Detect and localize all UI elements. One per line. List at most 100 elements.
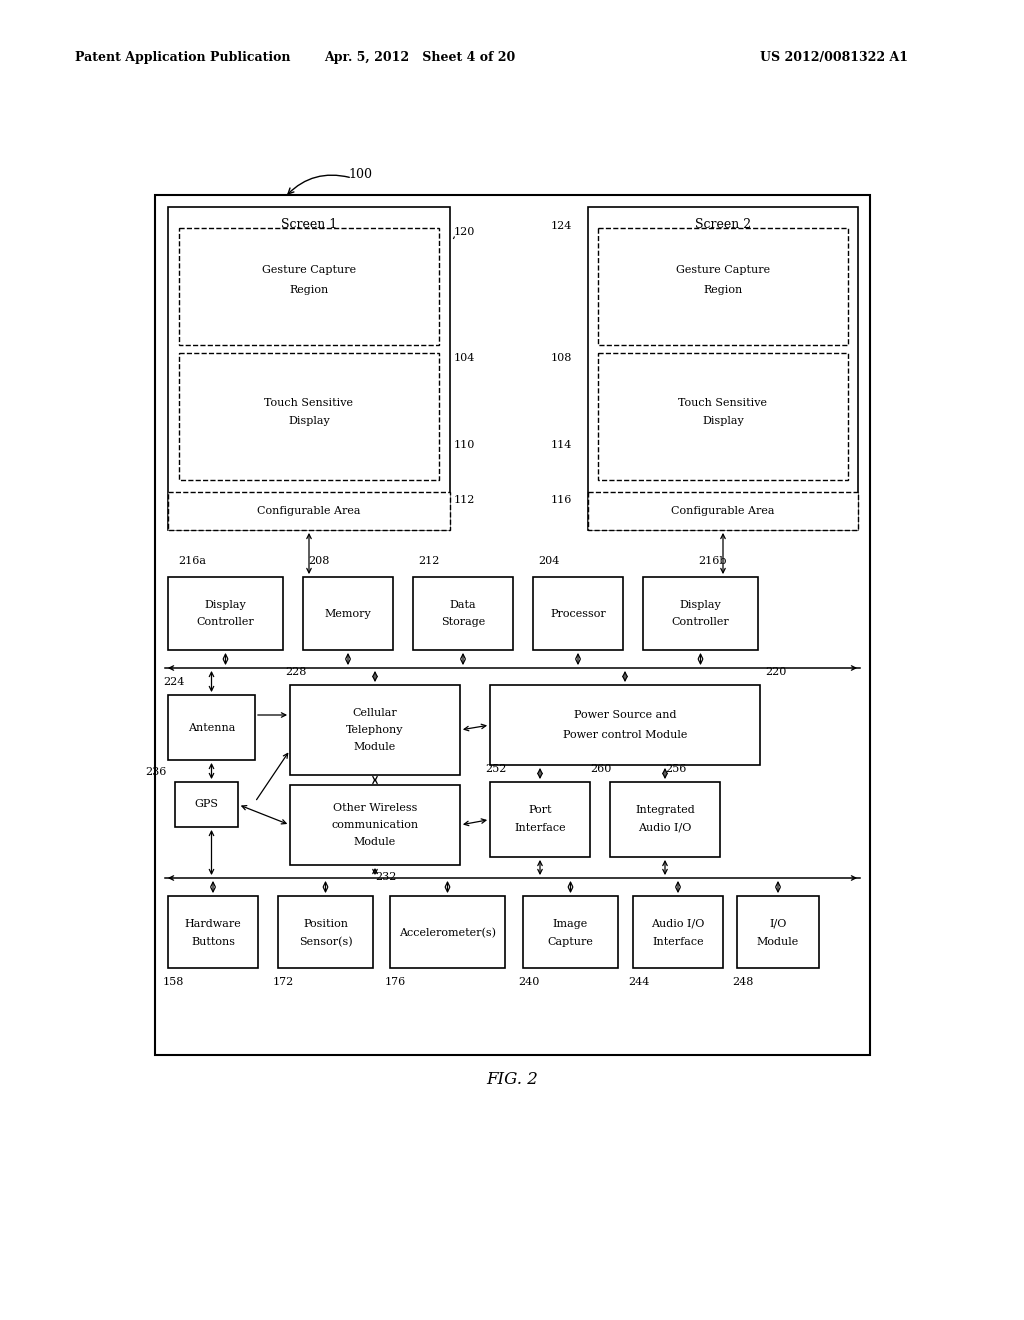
Bar: [175, 781, 238, 828]
Text: Touch Sensitive: Touch Sensitive: [264, 399, 353, 408]
Text: 248: 248: [732, 977, 754, 987]
Text: Memory: Memory: [325, 609, 372, 619]
Text: 256: 256: [665, 764, 686, 774]
Text: Other Wireless: Other Wireless: [333, 803, 417, 813]
Bar: [643, 577, 758, 649]
Text: Interface: Interface: [652, 937, 703, 946]
Text: Processor: Processor: [550, 609, 606, 619]
Text: Module: Module: [757, 937, 799, 946]
Text: 120: 120: [454, 227, 475, 238]
Text: 204: 204: [538, 556, 559, 566]
Text: 232: 232: [375, 873, 396, 882]
Text: Apr. 5, 2012   Sheet 4 of 20: Apr. 5, 2012 Sheet 4 of 20: [325, 51, 516, 65]
Bar: [278, 896, 373, 968]
Text: 260: 260: [590, 764, 611, 774]
Text: 116: 116: [551, 495, 572, 506]
Text: FIG. 2: FIG. 2: [486, 1072, 538, 1089]
Text: Storage: Storage: [441, 616, 485, 627]
Text: GPS: GPS: [195, 799, 218, 809]
Text: Controller: Controller: [672, 616, 729, 627]
Text: Accelerometer(s): Accelerometer(s): [399, 928, 496, 939]
Text: Buttons: Buttons: [191, 937, 234, 946]
Bar: [633, 896, 723, 968]
Bar: [168, 577, 283, 649]
Bar: [390, 896, 505, 968]
Bar: [168, 696, 255, 760]
Text: 108: 108: [551, 352, 572, 363]
Text: 244: 244: [628, 977, 649, 987]
Text: 104: 104: [454, 352, 475, 363]
Text: 100: 100: [348, 169, 372, 181]
Text: Position: Position: [303, 919, 348, 929]
Text: communication: communication: [332, 820, 419, 830]
Text: Patent Application Publication: Patent Application Publication: [75, 51, 291, 65]
Text: Interface: Interface: [514, 822, 566, 833]
Text: 176: 176: [385, 977, 407, 987]
Text: 112: 112: [454, 495, 475, 506]
Text: 110: 110: [454, 440, 475, 450]
Text: Configurable Area: Configurable Area: [672, 506, 775, 516]
Text: Cellular: Cellular: [352, 708, 397, 718]
Text: Touch Sensitive: Touch Sensitive: [679, 399, 768, 408]
Bar: [588, 207, 858, 531]
Text: 172: 172: [273, 977, 294, 987]
Text: Display: Display: [288, 416, 330, 426]
Text: 240: 240: [518, 977, 540, 987]
Bar: [179, 352, 439, 480]
Text: Display: Display: [702, 416, 743, 426]
Text: Power control Module: Power control Module: [563, 730, 687, 741]
Text: Data: Data: [450, 601, 476, 610]
Text: 236: 236: [145, 767, 166, 777]
Text: Capture: Capture: [548, 937, 594, 946]
Text: Integrated: Integrated: [635, 805, 695, 814]
Text: Region: Region: [703, 285, 742, 294]
Bar: [737, 896, 819, 968]
Text: Power Source and: Power Source and: [573, 710, 676, 719]
Bar: [610, 781, 720, 857]
Bar: [588, 492, 858, 531]
Bar: [534, 577, 623, 649]
Text: Display: Display: [205, 601, 247, 610]
Bar: [179, 228, 439, 345]
Text: 208: 208: [308, 556, 330, 566]
Text: 114: 114: [551, 440, 572, 450]
Text: Audio I/O: Audio I/O: [651, 919, 705, 929]
Text: Gesture Capture: Gesture Capture: [676, 265, 770, 275]
Bar: [155, 195, 870, 1055]
Text: Screen 1: Screen 1: [281, 218, 337, 231]
Text: 216b: 216b: [698, 556, 726, 566]
Bar: [290, 685, 460, 775]
Text: Antenna: Antenna: [187, 723, 236, 733]
Text: 212: 212: [418, 556, 439, 566]
Bar: [490, 781, 590, 857]
Text: 216a: 216a: [178, 556, 206, 566]
Bar: [523, 896, 618, 968]
Text: Module: Module: [354, 837, 396, 847]
Text: Hardware: Hardware: [184, 919, 242, 929]
Bar: [168, 207, 450, 531]
Text: Gesture Capture: Gesture Capture: [262, 265, 356, 275]
Text: Module: Module: [354, 742, 396, 752]
Text: Port: Port: [528, 805, 552, 814]
Bar: [598, 228, 848, 345]
Bar: [490, 685, 760, 766]
Text: US 2012/0081322 A1: US 2012/0081322 A1: [760, 51, 908, 65]
Text: Telephony: Telephony: [346, 725, 403, 735]
Bar: [168, 492, 450, 531]
Text: 158: 158: [163, 977, 184, 987]
Text: Sensor(s): Sensor(s): [299, 937, 352, 948]
Text: 228: 228: [285, 667, 306, 677]
Text: Audio I/O: Audio I/O: [638, 822, 691, 833]
Text: Region: Region: [290, 285, 329, 294]
Text: 224: 224: [163, 677, 184, 686]
Bar: [168, 896, 258, 968]
Text: 252: 252: [485, 764, 507, 774]
Bar: [290, 785, 460, 865]
Text: I/O: I/O: [769, 919, 786, 929]
Text: Screen 2: Screen 2: [695, 218, 751, 231]
Text: 220: 220: [765, 667, 786, 677]
Bar: [413, 577, 513, 649]
Text: Controller: Controller: [197, 616, 254, 627]
Text: Configurable Area: Configurable Area: [257, 506, 360, 516]
Bar: [303, 577, 393, 649]
